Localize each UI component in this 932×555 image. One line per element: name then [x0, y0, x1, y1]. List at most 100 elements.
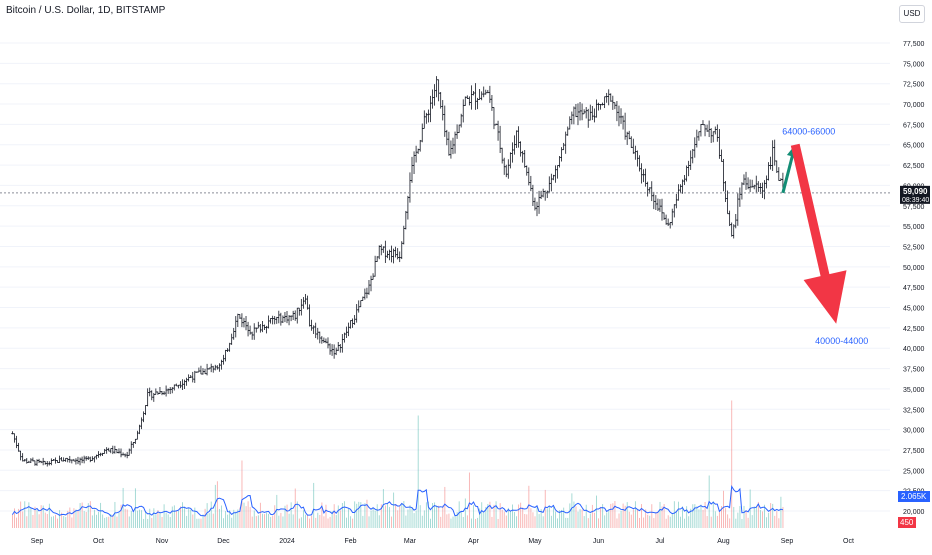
volume-bar [542, 516, 544, 528]
volume-bar [622, 503, 624, 528]
volume-bar [637, 509, 638, 528]
volume-bar [518, 504, 520, 528]
ohlc-bar [255, 327, 258, 333]
volume-bar [157, 510, 159, 528]
volume-bar [266, 512, 268, 528]
volume-bar [302, 510, 304, 528]
ohlc-bar [273, 316, 276, 325]
ohlc-bar [89, 456, 92, 463]
volume-bar [139, 509, 140, 528]
volume-bar [235, 511, 237, 528]
ohlc-bar [218, 363, 221, 372]
volume-bar [608, 510, 610, 528]
ohlc-bar [25, 457, 28, 464]
ohlc-bar [351, 318, 354, 328]
volume-bar [186, 515, 188, 528]
ohlc-bar [80, 456, 84, 464]
ohlc-bar [388, 249, 391, 261]
ohlc-bar [361, 296, 365, 302]
volume-bar [374, 510, 376, 528]
volume-bar [305, 514, 306, 528]
volume-bar [249, 507, 251, 528]
volume-bar [774, 515, 776, 528]
volume-bar [698, 509, 700, 528]
ohlc-bar [279, 312, 283, 326]
ohlc-bar [568, 116, 571, 130]
volume-bar [454, 515, 456, 528]
volume-bar [120, 504, 122, 528]
volume-bar [493, 504, 495, 528]
ohlc-bar [656, 198, 660, 212]
volume-bar [233, 509, 235, 528]
volume-bar [389, 507, 390, 528]
ohlc-bar [429, 95, 432, 123]
volume-bar [729, 518, 731, 528]
volume-bar [311, 515, 313, 528]
volume-bar [225, 511, 227, 528]
ohlc-bar [527, 167, 531, 186]
volume-bar [770, 503, 772, 528]
ohlc-bar [140, 417, 143, 430]
volume-bar [688, 516, 690, 528]
volume-bar [98, 511, 99, 528]
volume-bar [753, 506, 755, 528]
volume-bar [350, 516, 352, 528]
down-arrow[interactable] [790, 143, 847, 324]
ohlc-bar [777, 167, 781, 181]
ohlc-bar [742, 174, 746, 185]
volume-bar [415, 510, 417, 528]
ohlc-bar [515, 130, 518, 148]
volume-bar [337, 505, 339, 528]
ohlc-bar [662, 212, 666, 220]
volume-bar [155, 514, 157, 528]
ohlc-bar [195, 371, 199, 373]
ohlc-bar [355, 304, 358, 323]
volume-average-tag-background [898, 491, 930, 502]
volume-bar [149, 508, 151, 528]
volume-bar [286, 504, 288, 528]
volume-bar [456, 512, 458, 528]
volume-bar [298, 518, 300, 528]
currency-button[interactable]: USD [899, 5, 925, 23]
ohlc-bar [509, 152, 512, 169]
price-tick-label: 27,500 [903, 448, 925, 455]
ohlc-bar [117, 448, 121, 454]
ohlc-bar [507, 159, 510, 179]
volume-bar [262, 513, 263, 528]
volume-bar [649, 515, 651, 528]
volume-bar [764, 504, 765, 528]
volume-bar [655, 512, 657, 528]
volume-bar [706, 516, 708, 528]
ohlc-bar [445, 129, 449, 146]
volume-bar [163, 504, 165, 528]
ohlc-bar [246, 321, 250, 337]
ohlc-bar [623, 112, 627, 140]
ohlc-bar [330, 344, 334, 356]
volume-bar [643, 517, 645, 528]
volume-bar [639, 517, 640, 528]
volume-bar [12, 514, 13, 528]
ohlc-bar [31, 457, 35, 462]
volume-bar [606, 512, 608, 528]
volume-bar [241, 460, 243, 528]
volume-bar [417, 415, 419, 528]
ohlc-bar [375, 256, 379, 263]
ohlc-bar [691, 148, 694, 164]
ohlc-bar [525, 165, 528, 176]
volume-bar [725, 508, 727, 528]
ohlc-bar [666, 218, 670, 227]
volume-bar [561, 509, 563, 528]
time-axis[interactable]: Sep Oct Nov Dec 2024 Feb Mar Apr May Jun Jul Aug Sep… [31, 538, 854, 545]
ohlc-bar [54, 457, 57, 464]
volume-bar [747, 517, 749, 528]
price-tick-label: 72,500 [903, 82, 925, 89]
volume-bar [403, 501, 405, 528]
ohlc-bar [511, 142, 514, 163]
volume-bar [755, 507, 757, 528]
volume-bar [776, 511, 778, 528]
price-axis[interactable]: 20,00022,50025,00027,50030,00032,50035,0… [903, 41, 925, 516]
ohlc-bar [82, 455, 86, 464]
ohlc-bars [11, 76, 785, 467]
